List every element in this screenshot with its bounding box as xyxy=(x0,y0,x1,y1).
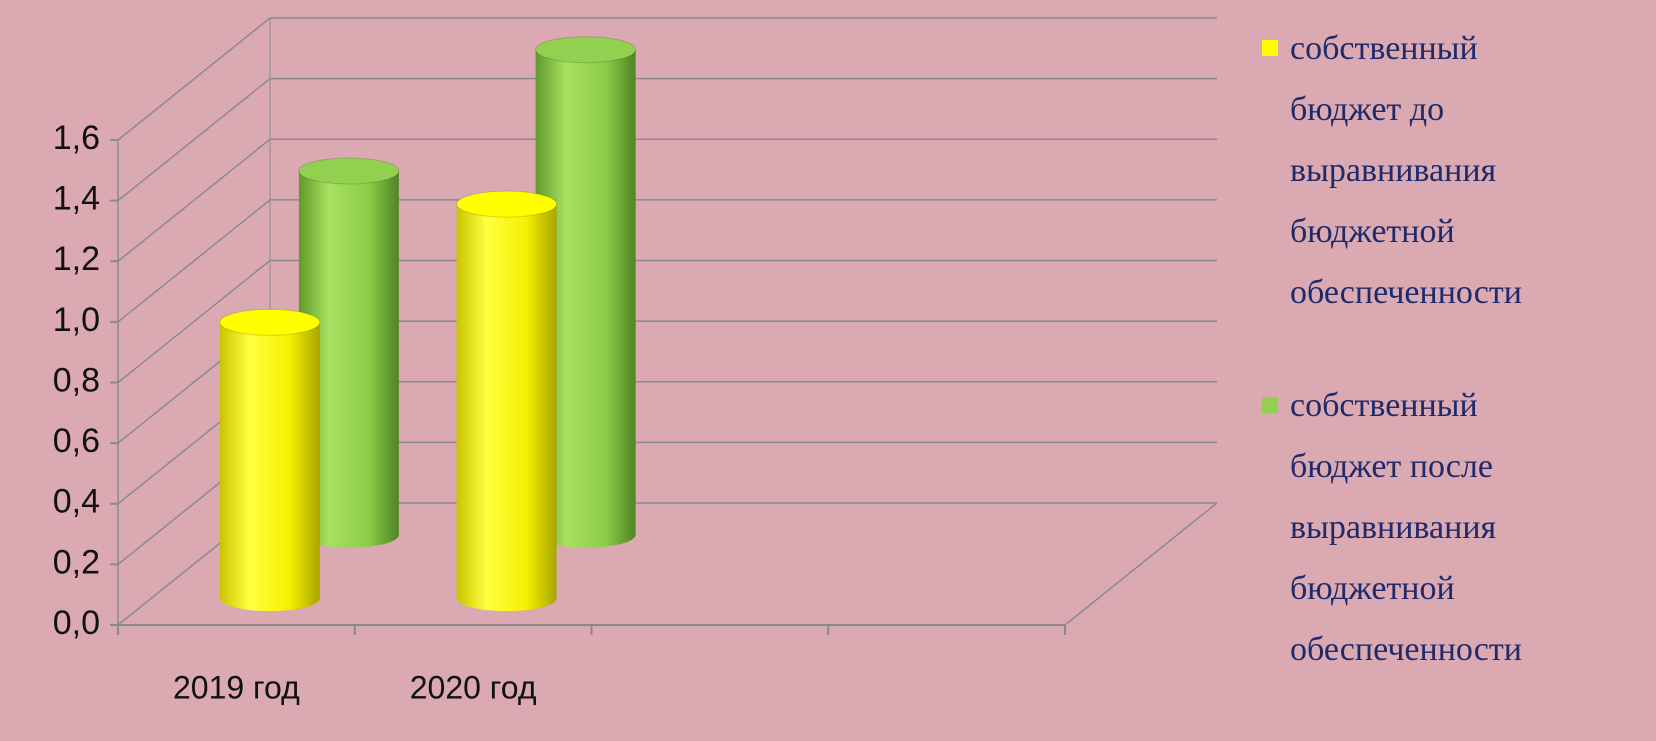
legend-item: собственный бюджет после выравнивания бю… xyxy=(1262,375,1562,680)
y-tick-label: 0,0 xyxy=(53,604,100,642)
bar xyxy=(219,308,321,612)
legend-item: собственный бюджет до выравнивания бюдже… xyxy=(1262,18,1562,323)
y-tick-label: 0,6 xyxy=(53,422,100,460)
y-tick-label: 0,8 xyxy=(53,361,100,399)
y-tick-label: 0,2 xyxy=(53,543,100,581)
grid-line xyxy=(117,17,1217,141)
bar-top xyxy=(298,157,400,185)
bar-body xyxy=(456,204,557,612)
bar-body xyxy=(298,170,399,548)
y-tick-label: 1,0 xyxy=(53,301,100,339)
x-tick-label: 2020 год xyxy=(410,669,537,705)
y-tick-label: 1,4 xyxy=(53,180,100,218)
bar-top xyxy=(535,36,637,64)
legend-label: собственный бюджет до выравнивания бюдже… xyxy=(1290,30,1522,311)
grid-line xyxy=(117,199,1217,323)
bar-body xyxy=(535,49,636,548)
legend-swatch xyxy=(1262,40,1278,56)
grid-line xyxy=(117,259,1217,384)
y-tick-label: 1,2 xyxy=(53,240,100,278)
y-tick-label: 1,6 xyxy=(53,119,100,157)
legend-swatch xyxy=(1262,397,1278,413)
bar xyxy=(456,190,558,612)
x-tick-label: 2019 год xyxy=(173,669,300,705)
legend-label: собственный бюджет после выравнивания бю… xyxy=(1290,387,1522,668)
bar xyxy=(535,36,637,548)
bar-body xyxy=(219,322,320,612)
bar xyxy=(298,157,400,548)
legend: собственный бюджет до выравнивания бюдже… xyxy=(1262,18,1562,732)
y-tick-label: 0,4 xyxy=(53,483,100,521)
grid-line xyxy=(117,77,1217,202)
floor-edge xyxy=(1064,502,1218,626)
grid-line xyxy=(117,138,1217,262)
bar-top xyxy=(219,308,321,336)
bar-top xyxy=(456,190,558,218)
